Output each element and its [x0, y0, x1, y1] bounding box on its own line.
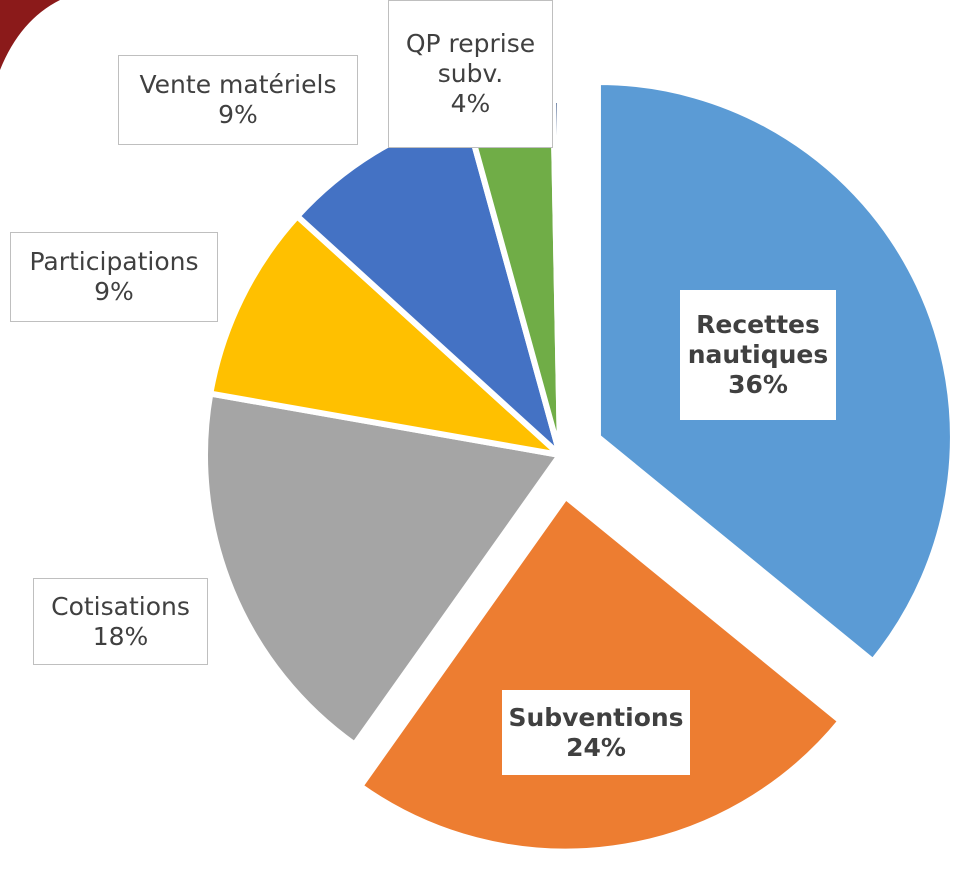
value-label: 36%: [728, 370, 788, 399]
category-label: Subventions: [508, 702, 684, 732]
slice-label: Participations 9%: [10, 232, 218, 322]
slice-label: Recettes nautiques 36%: [680, 290, 836, 420]
category-label: Vente matériels: [139, 70, 337, 99]
pie-slice: [356, 492, 845, 855]
value-label: 9%: [218, 100, 258, 129]
pie-slice: [202, 390, 566, 749]
slice-label: Subventions 24%: [502, 690, 690, 775]
value-label: 9%: [94, 277, 134, 306]
pie-slice: [206, 212, 570, 460]
slice-label: QP reprise subv. 4%: [388, 0, 553, 148]
value-label: 18%: [92, 621, 149, 651]
category-label: Participations: [29, 247, 199, 276]
category-label: QP reprise subv.: [405, 29, 536, 88]
value-label: 24%: [566, 732, 626, 762]
corner-decoration: [0, 0, 60, 70]
pie-slice: [550, 96, 563, 456]
slice-label: Vente matériels 9%: [118, 55, 358, 145]
value-label: 4%: [450, 89, 491, 118]
category-label: Recettes nautiques: [687, 310, 829, 369]
category-label: Cotisations: [51, 591, 190, 621]
slice-label: Cotisations 18%: [33, 578, 208, 665]
